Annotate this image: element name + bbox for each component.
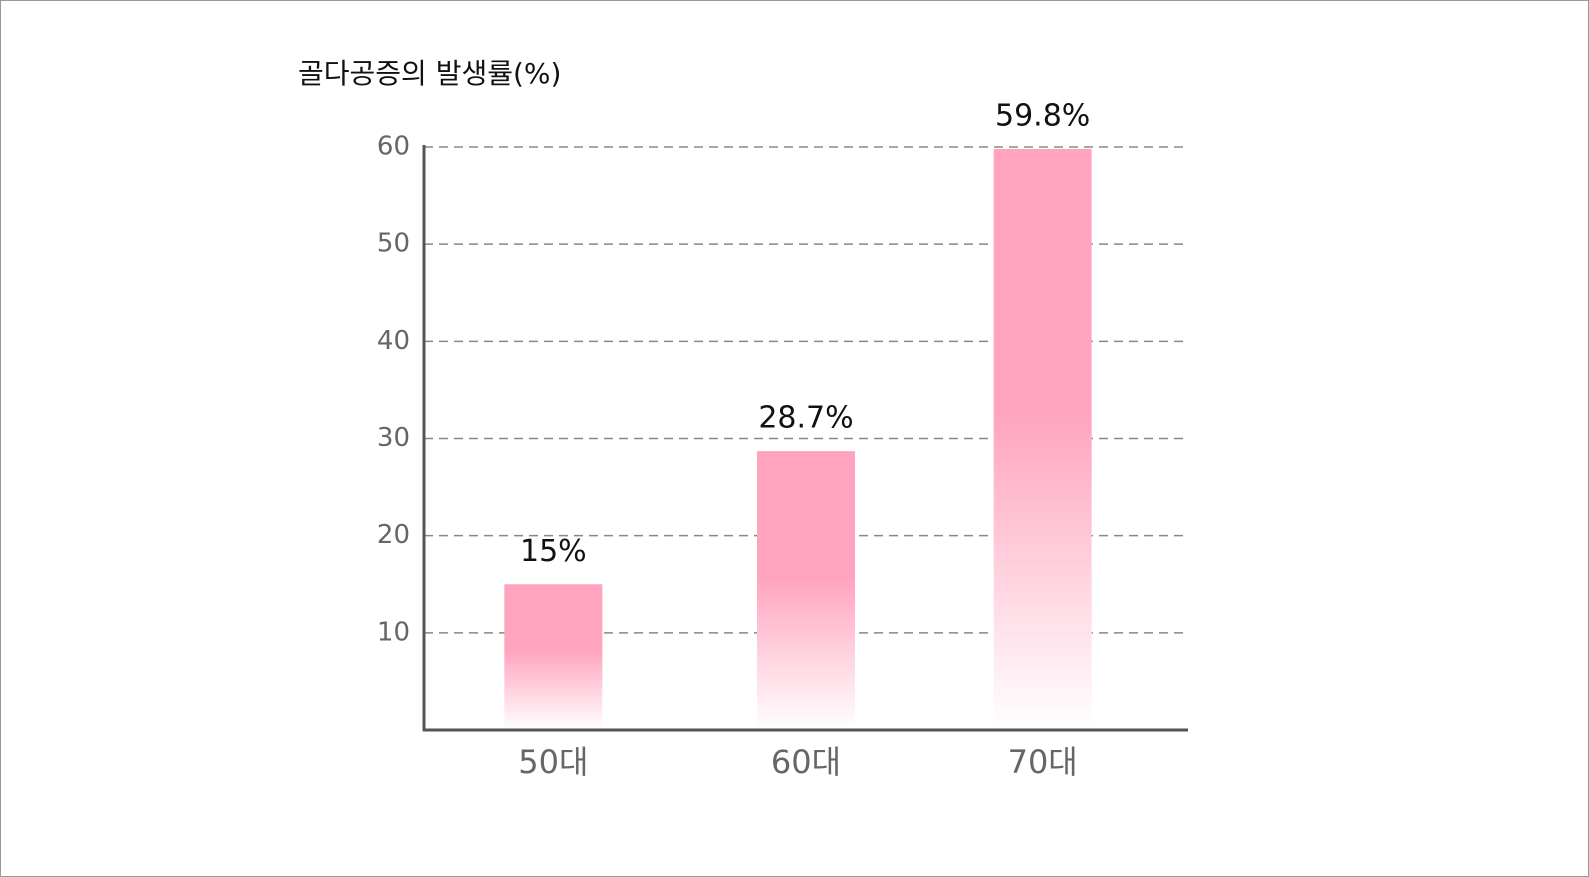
y-tick-label: 20 [377, 520, 410, 550]
value-label: 15% [520, 534, 587, 569]
y-tick-label: 10 [377, 617, 410, 647]
y-tick-label: 40 [377, 326, 410, 356]
chart-title: 골다공증의 발생률(%) [298, 57, 561, 90]
value-label: 59.8% [995, 98, 1090, 133]
y-tick-label: 50 [377, 229, 410, 259]
y-tick-label: 30 [377, 423, 410, 453]
y-tick-label: 60 [377, 132, 410, 162]
x-tick-label: 60대 [771, 743, 841, 781]
value-label: 28.7% [758, 401, 853, 436]
x-tick-label: 70대 [1008, 743, 1078, 781]
x-tick-label: 50대 [518, 743, 588, 781]
bar [993, 148, 1092, 730]
bar [504, 584, 603, 730]
bar [757, 451, 855, 730]
